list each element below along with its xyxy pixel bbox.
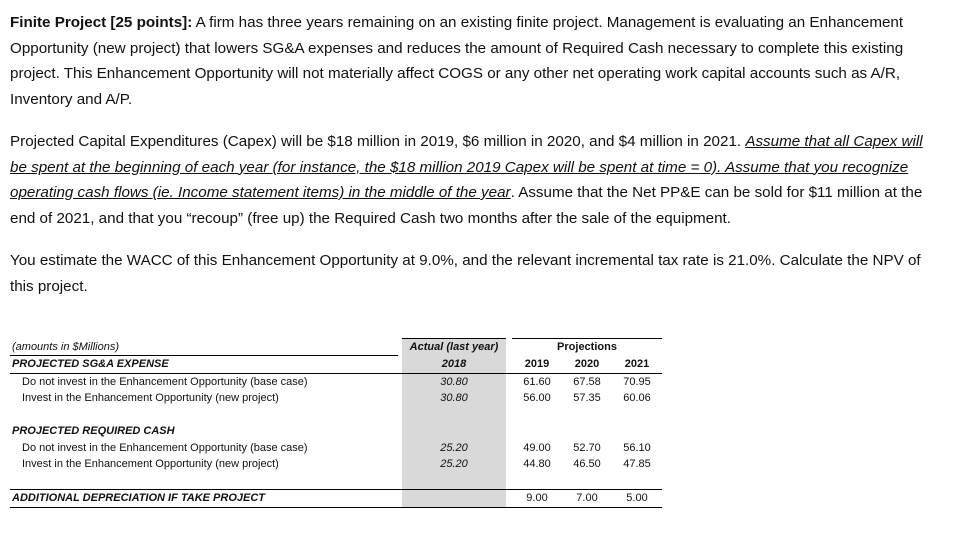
value-cell: 57.35 bbox=[573, 392, 601, 405]
projections-header: Projections bbox=[512, 338, 662, 356]
actual-value: 30.80 bbox=[402, 390, 506, 407]
text-segment: You estimate the WACC of this Enhancemen… bbox=[10, 252, 921, 295]
value-cell: 47.85 bbox=[623, 458, 651, 471]
table-row: Invest in the Enhancement Opportunity (n… bbox=[10, 456, 662, 473]
cell bbox=[398, 489, 402, 508]
value-cell: 9.00 bbox=[512, 489, 562, 508]
value-cell: 52.70 bbox=[573, 441, 601, 454]
section-title: PROJECTED REQUIRED CASH bbox=[12, 425, 175, 438]
cell bbox=[398, 355, 402, 374]
cell bbox=[562, 473, 612, 490]
table-row: (amounts in $Millions) Actual (last year)… bbox=[10, 338, 662, 356]
text-segment: A firm has three years remaining on an e… bbox=[10, 14, 904, 108]
cell bbox=[612, 473, 662, 490]
table-row: PROJECTED REQUIRED CASH bbox=[10, 423, 662, 440]
year-header: 2018 bbox=[402, 355, 506, 374]
table-row: Do not invest in the Enhancement Opportu… bbox=[10, 373, 662, 390]
value-cell: 7.00 bbox=[562, 489, 612, 508]
cell bbox=[612, 407, 662, 424]
units-label: (amounts in $Millions) bbox=[10, 338, 398, 356]
value-cell: 60.06 bbox=[623, 392, 651, 405]
actual-value: 30.80 bbox=[402, 373, 506, 390]
actual-value: 25.20 bbox=[402, 456, 506, 473]
year-header: 2019 bbox=[512, 355, 562, 374]
cell bbox=[506, 489, 512, 508]
cell bbox=[562, 423, 612, 440]
cell bbox=[512, 407, 562, 424]
actual-value: 25.20 bbox=[402, 439, 506, 456]
section-title: ADDITIONAL DEPRECIATION IF TAKE PROJECT bbox=[10, 489, 398, 508]
value-cell: 46.50 bbox=[573, 458, 601, 471]
year-header: 2021 bbox=[612, 355, 662, 374]
table-row: Invest in the Enhancement Opportunity (n… bbox=[10, 390, 662, 407]
cell bbox=[402, 472, 506, 490]
row-label: Do not invest in the Enhancement Opportu… bbox=[22, 375, 308, 388]
cell bbox=[612, 423, 662, 440]
cell bbox=[512, 423, 562, 440]
paragraph: You estimate the WACC of this Enhancemen… bbox=[10, 248, 940, 299]
value-cell: 61.60 bbox=[523, 375, 551, 388]
document: Finite Project [25 points]: A firm has t… bbox=[10, 10, 940, 316]
text-segment: Projected Capital Expenditures (Capex) w… bbox=[10, 133, 746, 150]
value-cell: 67.58 bbox=[573, 375, 601, 388]
table-row: ADDITIONAL DEPRECIATION IF TAKE PROJECT 9… bbox=[10, 489, 662, 508]
value-cell: 70.95 bbox=[623, 375, 651, 388]
row-label: Invest in the Enhancement Opportunity (n… bbox=[22, 458, 279, 471]
row-label: Invest in the Enhancement Opportunity (n… bbox=[22, 392, 279, 405]
row-label: Do not invest in the Enhancement Opportu… bbox=[22, 441, 308, 454]
paragraph: Finite Project [25 points]: A firm has t… bbox=[10, 10, 940, 112]
section-title: PROJECTED SG&A EXPENSE bbox=[10, 355, 398, 374]
text-segment: Finite Project [25 points]: bbox=[10, 14, 193, 31]
table-row: PROJECTED SG&A EXPENSE 2018 2019 2020 2021 bbox=[10, 355, 662, 374]
year-header: 2020 bbox=[562, 355, 612, 374]
cell bbox=[10, 473, 398, 490]
cell bbox=[512, 473, 562, 490]
cell bbox=[402, 423, 506, 440]
table-row bbox=[10, 472, 662, 490]
paragraph: Projected Capital Expenditures (Capex) w… bbox=[10, 129, 940, 231]
value-cell: 56.10 bbox=[623, 441, 651, 454]
value-cell: 56.00 bbox=[523, 392, 551, 405]
table-row bbox=[10, 406, 662, 424]
table-row: Do not invest in the Enhancement Opportu… bbox=[10, 439, 662, 456]
value-cell: 49.00 bbox=[523, 441, 551, 454]
cell bbox=[402, 406, 506, 423]
actual-header: Actual (last year) bbox=[402, 338, 506, 356]
text-segment: Assume that all Capex will be spent at t… bbox=[10, 133, 923, 201]
text-segment: . Assume that the Net PP&E can be sold f… bbox=[10, 184, 923, 227]
cell bbox=[10, 407, 398, 424]
value-cell: 44.80 bbox=[523, 458, 551, 471]
cell bbox=[402, 489, 506, 508]
value-cell: 5.00 bbox=[612, 489, 662, 508]
projection-table: (amounts in $Millions) Actual (last year)… bbox=[10, 338, 662, 508]
cell bbox=[562, 407, 612, 424]
cell bbox=[506, 355, 512, 374]
